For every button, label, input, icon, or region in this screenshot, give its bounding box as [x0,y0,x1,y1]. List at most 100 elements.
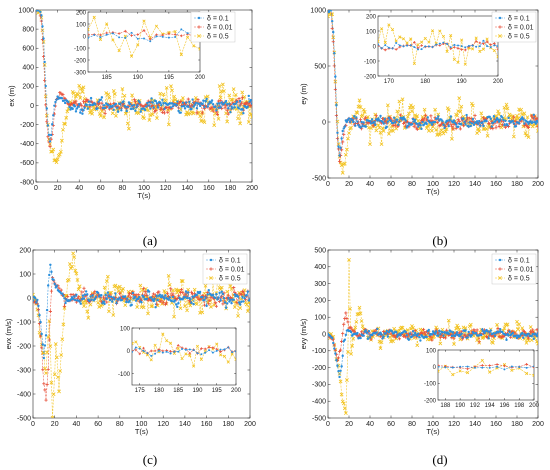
data-point [126,105,129,109]
data-point [71,91,76,96]
data-point [536,125,538,129]
data-point [80,297,84,301]
axis-b-xtick-label: 20 [345,181,353,188]
data-point [232,298,235,301]
data-point [531,328,535,332]
data-point [100,96,104,99]
data-point [233,92,238,97]
legend-label: δ = 0.5 [207,33,229,40]
inset-data-point [165,350,168,353]
data-point [450,136,454,141]
data-point [427,328,430,332]
data-point [163,98,168,103]
data-point [376,123,381,128]
data-point [104,279,109,284]
data-point [61,127,65,132]
x-axis-label: T(s) [426,427,440,436]
data-point [104,293,107,297]
data-point [446,119,449,122]
data-point [82,304,86,308]
data-point [88,302,93,307]
legend-label: δ = 0.01 [219,266,245,273]
panel-caption: (a) [143,233,157,248]
data-point [357,305,362,310]
inset-d-xtick-label: 198 [514,403,525,409]
data-point [139,110,142,113]
inset-data-point [475,45,478,48]
data-point [419,123,422,127]
data-point [155,294,158,297]
data-point [333,347,336,350]
axis-c-ytick-label: -100 [17,319,31,326]
data-point [216,117,221,121]
data-point [248,298,250,301]
data-point [423,116,427,120]
data-point [242,300,245,303]
inset-data-point [471,44,474,47]
data-point [433,120,437,124]
data-point [132,97,136,101]
inset-data-point [132,341,134,346]
data-point [250,115,252,119]
data-point [83,293,87,296]
inset-data-point [525,371,529,376]
inset-line-c-3 [132,333,236,368]
data-point [176,288,181,293]
data-point [516,327,520,332]
data-point [416,334,419,338]
data-point [151,103,155,108]
data-point [164,301,169,305]
inset-data-point [129,54,134,58]
data-point [417,125,420,128]
data-point [438,131,443,136]
data-point [183,304,187,309]
data-point [411,117,415,121]
data-point [214,296,217,300]
inset-data-point [227,346,230,349]
data-point [459,104,464,109]
data-point [71,298,75,301]
data-point [158,293,162,297]
data-point [357,123,360,127]
data-point [250,102,252,105]
data-point [247,94,250,98]
data-point [238,99,242,103]
data-point [79,302,82,305]
data-point [102,300,105,303]
data-point [339,369,342,372]
data-point [526,338,531,343]
data-point [373,120,376,123]
inset-data-point [482,42,485,45]
data-point [117,284,122,289]
axis-a-xtick-label: 180 [225,185,237,192]
series-group-a [36,10,252,165]
data-point [106,291,110,294]
data-point [397,328,402,333]
series-c-1 [33,263,250,360]
data-point [79,111,82,114]
data-point [439,332,442,336]
data-point [82,297,86,300]
data-point [77,284,82,289]
data-point [356,120,359,123]
data-point [185,308,189,313]
inset-line-b-1 [378,40,498,50]
axis-a-xtick-label: 140 [181,185,193,192]
data-point [63,293,68,298]
inset-data-point [149,349,153,353]
data-point [75,107,79,110]
data-point [410,123,414,126]
data-point [507,334,510,337]
panel-caption: (d) [432,452,447,467]
data-point [349,352,353,356]
data-point [118,296,122,300]
series-line-b-1 [328,10,538,156]
data-point [41,350,46,355]
data-point [202,303,207,307]
data-point [112,92,117,96]
data-point [130,104,134,107]
data-point [342,127,345,130]
data-point [437,115,440,118]
data-point [146,298,150,302]
data-point [84,100,88,104]
